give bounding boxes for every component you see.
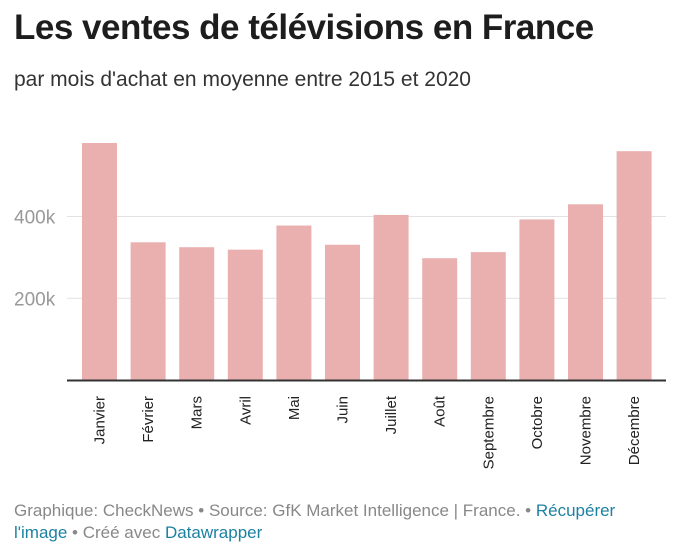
footer-separator: • — [67, 523, 83, 542]
x-tick-label: Novembre — [578, 396, 595, 465]
x-tick-label: Juillet — [383, 395, 400, 434]
source-text: Source: GfK Market Intelligence | France… — [208, 501, 521, 520]
x-tick-label: Septembre — [480, 396, 497, 469]
bar-novembre — [568, 204, 603, 380]
chart-footer: Graphique: CheckNews • Source: GfK Marke… — [14, 500, 664, 544]
x-tick-label: Août — [432, 395, 449, 427]
x-tick-label: Mars — [189, 396, 206, 429]
y-axis-ticks: 200k 400k — [14, 208, 56, 311]
bar-février — [130, 242, 166, 380]
x-tick-label: Juin — [335, 396, 352, 424]
credit-text: Graphique: CheckNews — [14, 501, 194, 520]
bar-janvier — [82, 143, 117, 380]
made-with-text: Créé avec — [82, 523, 165, 542]
grid-lines — [67, 216, 666, 299]
get-image-link[interactable]: Récupérer l'image — [14, 501, 616, 542]
x-tick-label: Mai — [286, 396, 303, 420]
bar-juin — [325, 244, 360, 380]
x-tick-label: Décembre — [626, 396, 643, 465]
chart-subtitle: par mois d'achat en moyenne entre 2015 e… — [14, 68, 471, 91]
chart-title: Les ventes de télévisions en France — [14, 8, 594, 47]
x-tick-label: Février — [140, 396, 157, 443]
bar-octobre — [519, 219, 555, 380]
bar-mai — [276, 225, 312, 380]
datawrapper-link[interactable]: Datawrapper — [164, 523, 263, 542]
footer-separator: • — [520, 501, 536, 520]
bar-septembre — [470, 252, 506, 380]
y-tick-label: 200k — [14, 289, 56, 310]
bar-avril — [227, 249, 263, 380]
bar-juillet — [373, 214, 409, 380]
bars — [82, 143, 652, 380]
bar-décembre — [616, 151, 652, 380]
x-tick-label: Octobre — [529, 396, 546, 449]
bar-mars — [179, 247, 215, 380]
x-tick-label: Janvier — [92, 396, 109, 444]
x-axis-labels: Janvier Février Mars Avril Mai Juin Juillet Aoû… — [92, 395, 644, 469]
x-tick-label: Avril — [237, 396, 254, 425]
y-tick-label: 400k — [14, 208, 56, 229]
bar-août — [422, 258, 458, 380]
footer-separator: • — [193, 501, 209, 520]
